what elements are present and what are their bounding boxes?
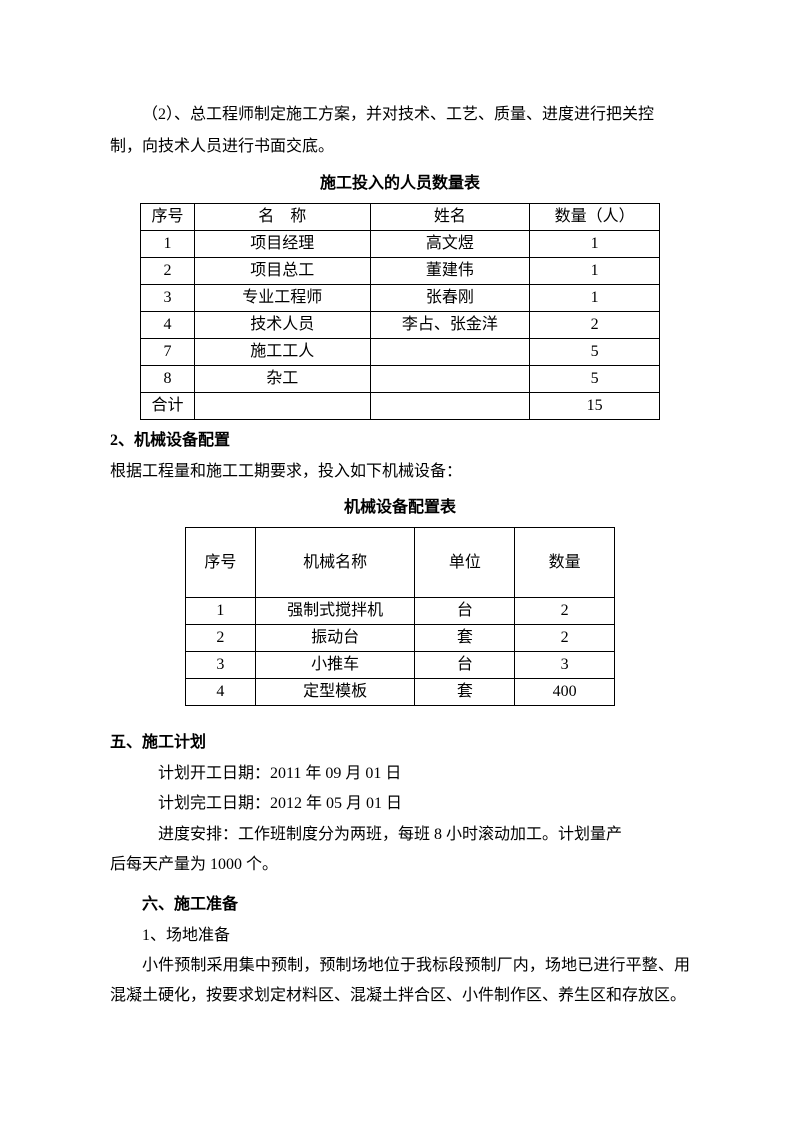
- section2-intro: 根据工程量和施工工期要求，投入如下机械设备：: [110, 457, 690, 487]
- section6-sub1: 1、场地准备: [110, 921, 690, 951]
- cell: 李占、张金洋: [370, 312, 530, 339]
- cell: 3: [141, 285, 195, 312]
- cell: [370, 393, 530, 420]
- cell: 专业工程师: [194, 285, 370, 312]
- cell: 2: [530, 312, 660, 339]
- cell: 5: [530, 339, 660, 366]
- personnel-table: 序号 名 称 姓名 数量（人） 1 项目经理 高文煜 1 2 项目总工 董建伟 …: [140, 203, 660, 420]
- plan-arrange1: 进度安排：工作班制度分为两班，每班 8 小时滚动加工。计划量产: [110, 820, 690, 850]
- cell: 套: [415, 679, 515, 706]
- cell: 2: [141, 258, 195, 285]
- cell: 合计: [141, 393, 195, 420]
- table-row: 3 小推车 台 3: [186, 652, 615, 679]
- table-row: 8 杂工 5: [141, 366, 660, 393]
- cell: 技术人员: [194, 312, 370, 339]
- cell: 小推车: [255, 652, 415, 679]
- section6-p1: 小件预制采用集中预制，预制场地位于我标段预制厂内，场地已进行平整、用混凝土硬化，…: [110, 951, 690, 1012]
- cell: 15: [530, 393, 660, 420]
- table-header-row: 序号 机械名称 单位 数量: [186, 528, 615, 598]
- table-row: 1 强制式搅拌机 台 2: [186, 598, 615, 625]
- cell: 强制式搅拌机: [255, 598, 415, 625]
- cell: 台: [415, 598, 515, 625]
- table-row: 2 项目总工 董建伟 1: [141, 258, 660, 285]
- cell: 4: [141, 312, 195, 339]
- cell: 3: [186, 652, 256, 679]
- section2-heading: 2、机械设备配置: [110, 426, 690, 456]
- cell: 项目总工: [194, 258, 370, 285]
- th-qty: 数量: [515, 528, 615, 598]
- table2-title: 机械设备配置表: [110, 493, 690, 523]
- cell: 1: [141, 231, 195, 258]
- cell: 套: [415, 625, 515, 652]
- equipment-table: 序号 机械名称 单位 数量 1 强制式搅拌机 台 2 2 振动台 套 2 3 小…: [185, 527, 615, 706]
- table-row: 合计 15: [141, 393, 660, 420]
- cell: 张春刚: [370, 285, 530, 312]
- cell: 7: [141, 339, 195, 366]
- cell: 5: [530, 366, 660, 393]
- th-name: 名 称: [194, 204, 370, 231]
- cell: [370, 339, 530, 366]
- cell: [194, 393, 370, 420]
- cell: 1: [530, 258, 660, 285]
- th-machine: 机械名称: [255, 528, 415, 598]
- cell: 定型模板: [255, 679, 415, 706]
- cell: 台: [415, 652, 515, 679]
- cell: 8: [141, 366, 195, 393]
- cell: 高文煜: [370, 231, 530, 258]
- cell: 3: [515, 652, 615, 679]
- cell: 2: [515, 625, 615, 652]
- th-seq: 序号: [186, 528, 256, 598]
- cell: 施工工人: [194, 339, 370, 366]
- table-header-row: 序号 名 称 姓名 数量（人）: [141, 204, 660, 231]
- plan-arrange2: 后每天产量为 1000 个。: [110, 850, 690, 880]
- cell: 400: [515, 679, 615, 706]
- cell: 2: [186, 625, 256, 652]
- cell: 1: [186, 598, 256, 625]
- cell: 2: [515, 598, 615, 625]
- cell: 振动台: [255, 625, 415, 652]
- section5-heading: 五、施工计划: [110, 728, 690, 758]
- cell: 杂工: [194, 366, 370, 393]
- cell: 1: [530, 285, 660, 312]
- th-unit: 单位: [415, 528, 515, 598]
- cell: [370, 366, 530, 393]
- cell: 1: [530, 231, 660, 258]
- th-qty: 数量（人）: [530, 204, 660, 231]
- table-row: 4 定型模板 套 400: [186, 679, 615, 706]
- intro-line2: 制，向技术人员进行书面交底。: [110, 132, 690, 162]
- table-row: 4 技术人员 李占、张金洋 2: [141, 312, 660, 339]
- cell: 董建伟: [370, 258, 530, 285]
- cell: 4: [186, 679, 256, 706]
- table1-title: 施工投入的人员数量表: [110, 169, 690, 199]
- th-person: 姓名: [370, 204, 530, 231]
- th-seq: 序号: [141, 204, 195, 231]
- intro-line1: （2）、总工程师制定施工方案，并对技术、工艺、质量、进度进行把关控: [110, 100, 690, 130]
- table-row: 2 振动台 套 2: [186, 625, 615, 652]
- section6-heading: 六、施工准备: [110, 890, 690, 920]
- table-row: 1 项目经理 高文煜 1: [141, 231, 660, 258]
- plan-end: 计划完工日期：2012 年 05 月 01 日: [110, 789, 690, 819]
- cell: 项目经理: [194, 231, 370, 258]
- table-row: 3 专业工程师 张春刚 1: [141, 285, 660, 312]
- plan-start: 计划开工日期：2011 年 09 月 01 日: [110, 759, 690, 789]
- table-row: 7 施工工人 5: [141, 339, 660, 366]
